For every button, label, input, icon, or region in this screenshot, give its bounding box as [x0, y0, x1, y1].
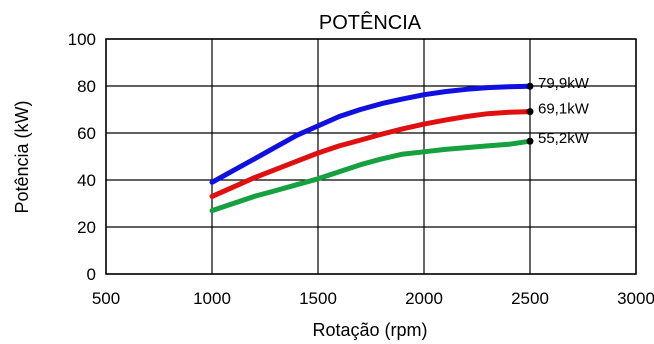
- series-line-1: [209, 83, 533, 185]
- series-line-3: [209, 138, 533, 214]
- series-end-point-1: [526, 82, 534, 90]
- y-tick-label: 20: [77, 218, 96, 237]
- series-end-point-3: [526, 137, 534, 145]
- plot-frame: [105, 38, 637, 275]
- y-tick-label: 80: [77, 77, 96, 96]
- y-axis-label: Potência (kW): [12, 100, 32, 213]
- x-tick-label: 2000: [405, 289, 443, 308]
- x-tick-label: 2500: [511, 289, 549, 308]
- y-tick-label: 60: [77, 124, 96, 143]
- series-end-label-3: 55,2kW: [538, 130, 590, 147]
- x-tick-label: 500: [92, 289, 120, 308]
- series-end-label-1: 79,9kW: [538, 75, 590, 92]
- x-tick-label: 3000: [617, 289, 654, 308]
- x-axis-label: Rotação (rpm): [312, 320, 427, 340]
- x-tick-label: 1500: [299, 289, 337, 308]
- y-tick-label: 100: [68, 30, 96, 49]
- y-tick-label: 40: [77, 171, 96, 190]
- tick-labels: 500 1000 1500 2000 2500 3000 0 20 40 60 80 100: [68, 30, 654, 308]
- series-end-label-2: 69,1kW: [538, 101, 590, 118]
- y-tick-label: 0: [87, 265, 96, 284]
- series-end-point-2: [526, 108, 534, 116]
- series-layer: 79,9kW 69,1kW 55,2kW: [209, 75, 590, 214]
- chart-title: POTÊNCIA: [319, 11, 422, 34]
- series-line-2: [209, 109, 533, 199]
- x-tick-label: 1000: [193, 289, 231, 308]
